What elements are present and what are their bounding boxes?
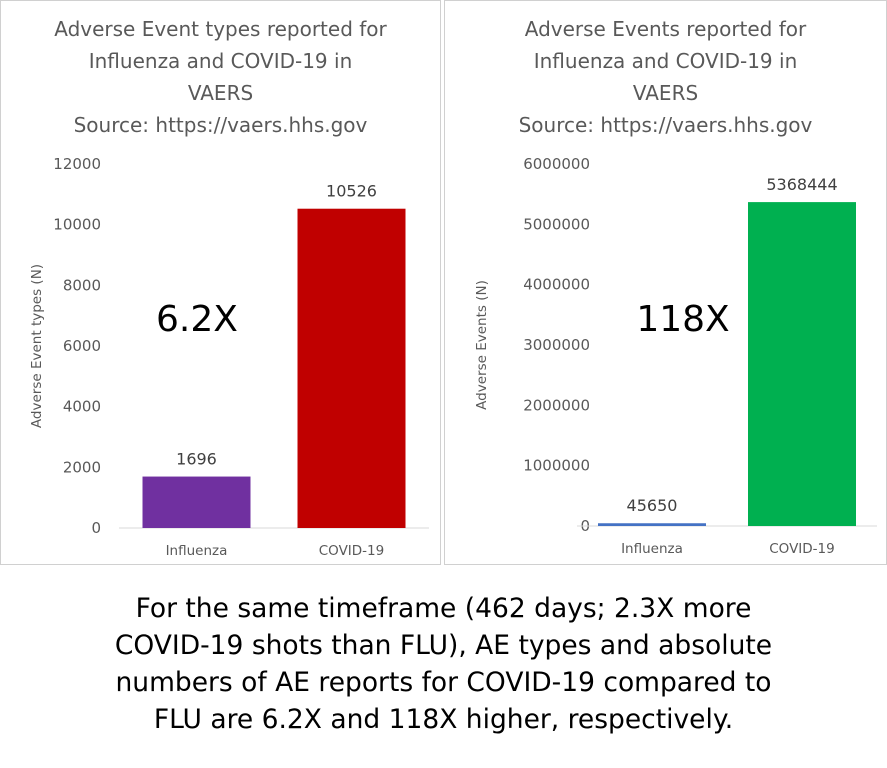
chart-title-line: Adverse Events reported for bbox=[524, 17, 807, 41]
y-tick-label: 3000000 bbox=[523, 336, 590, 354]
y-axis-label: Adverse Event types (N) bbox=[29, 264, 45, 428]
data-label: 45650 bbox=[627, 496, 678, 515]
x-tick-label: COVID-19 bbox=[319, 543, 384, 559]
x-tick-label: COVID-19 bbox=[769, 541, 834, 557]
caption-line: FLU are 6.2X and 118X higher, respective… bbox=[153, 704, 734, 735]
y-tick-label: 8000 bbox=[63, 276, 101, 294]
ratio-annotation: 6.2X bbox=[156, 299, 238, 340]
chart-title: Adverse Event types reported for Influen… bbox=[1, 13, 440, 141]
y-tick-label: 2000000 bbox=[523, 396, 590, 414]
chart-plot-area: 0100000020000003000000400000050000006000… bbox=[474, 155, 877, 557]
y-tick-label: 0 bbox=[91, 519, 101, 537]
y-tick-label: 2000 bbox=[63, 458, 101, 476]
caption-line: numbers of AE reports for COVID-19 compa… bbox=[115, 667, 772, 698]
chart-title: Adverse Events reported for Influenza an… bbox=[445, 13, 886, 141]
y-tick-label: 4000000 bbox=[523, 276, 590, 294]
y-tick-label: 4000 bbox=[63, 398, 101, 416]
chart-title-line: VAERS bbox=[187, 81, 254, 105]
y-tick-label: 12000 bbox=[53, 155, 101, 173]
chart-title-line: Influenza and COVID-19 in bbox=[533, 49, 798, 73]
chart-title-line: Source: https://vaers.hhs.gov bbox=[518, 113, 813, 137]
chart-title-line: Source: https://vaers.hhs.gov bbox=[73, 113, 368, 137]
data-label: 1696 bbox=[176, 450, 217, 469]
data-label: 5368444 bbox=[766, 175, 837, 194]
x-tick-label: Influenza bbox=[166, 543, 228, 559]
chart-title-line: Influenza and COVID-19 in bbox=[88, 49, 353, 73]
y-tick-label: 5000000 bbox=[523, 215, 590, 233]
chart-title-line: VAERS bbox=[632, 81, 699, 105]
ratio-annotation: 118X bbox=[636, 299, 729, 340]
data-label: 10526 bbox=[326, 182, 377, 201]
adverse-events-chart: Adverse Events reported for Influenza an… bbox=[444, 0, 887, 565]
summary-caption: For the same timeframe (462 days; 2.3X m… bbox=[0, 590, 887, 738]
x-tick-label: Influenza bbox=[621, 541, 683, 557]
adverse-event-types-chart: Adverse Event types reported for Influen… bbox=[0, 0, 441, 565]
caption-line: For the same timeframe (462 days; 2.3X m… bbox=[135, 593, 752, 624]
bar-influenza bbox=[598, 523, 706, 526]
y-tick-label: 1000000 bbox=[523, 457, 590, 475]
y-axis-label: Adverse Events (N) bbox=[474, 280, 490, 410]
chart-plot-area: 0 2000 4000 6000 8000 10000 12000 Adverse Event… bbox=[29, 155, 429, 559]
y-tick-label: 6000000 bbox=[523, 155, 590, 173]
bar-covid-19 bbox=[748, 202, 856, 526]
chart-title-line: Adverse Event types reported for bbox=[54, 17, 387, 41]
y-tick-label: 10000 bbox=[53, 216, 101, 234]
bar-influenza bbox=[142, 476, 251, 528]
caption-line: COVID-19 shots than FLU), AE types and a… bbox=[114, 630, 773, 661]
y-tick-label: 6000 bbox=[63, 337, 101, 355]
bar-covid-19 bbox=[297, 208, 406, 528]
